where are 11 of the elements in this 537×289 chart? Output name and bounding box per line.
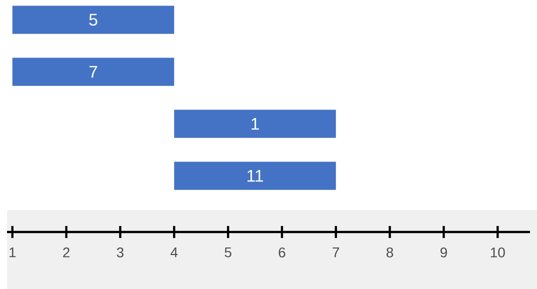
x-tick-label: 3 — [116, 248, 124, 258]
y-tick-label: 11 — [248, 170, 263, 182]
x-tick-label: 6 — [278, 248, 286, 258]
x-tick-label: 10 — [490, 248, 505, 258]
x-tick-label: 8 — [386, 248, 394, 258]
x-tick-label: 4 — [170, 248, 178, 258]
x-tick-label: 2 — [63, 248, 70, 258]
x-tick-label: 5 — [224, 248, 232, 258]
x-tick-label: 9 — [440, 248, 447, 258]
x-tick-label: 1 — [10, 248, 16, 258]
x-tick-label: 7 — [332, 248, 340, 258]
